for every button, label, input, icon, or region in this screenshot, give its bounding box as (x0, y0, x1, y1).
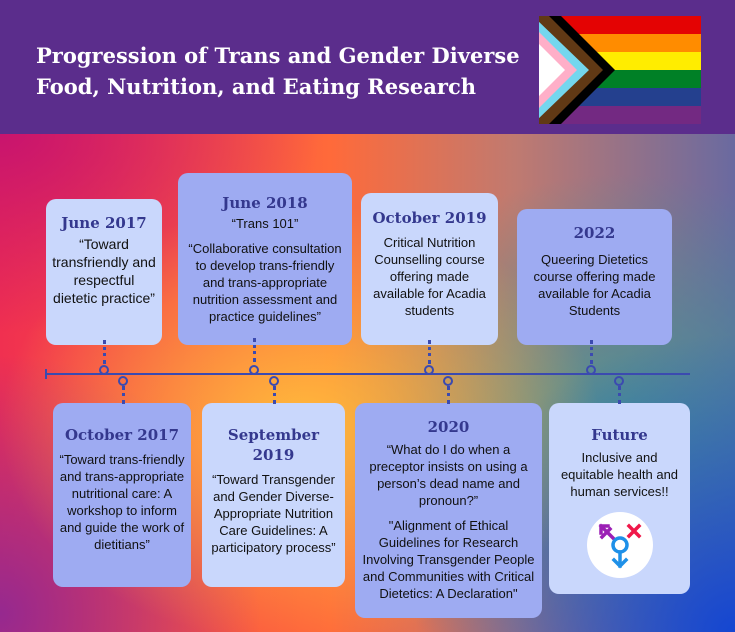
event-text: Queering Dietetics course offering made … (533, 252, 656, 318)
header: Progression of Trans and Gender Diverse … (0, 0, 735, 134)
event-september-2019: September 2019 “Toward Transgender and G… (202, 403, 345, 587)
event-date: October 2019 (372, 209, 487, 227)
event-text: “Trans 101” (231, 216, 299, 231)
timeline-marker (249, 365, 259, 375)
event-text: Critical Nutrition Counselling course of… (373, 235, 486, 318)
timeline-marker (99, 365, 109, 375)
event-date: 2022 (573, 224, 616, 242)
timeline-marker (586, 365, 596, 375)
connector (428, 340, 431, 364)
event-text: “Toward transfriendly and respectful die… (52, 236, 156, 306)
event-text: “Toward Transgender and Gender Diverse-A… (211, 472, 336, 555)
event-date: September 2019 (227, 426, 320, 464)
event-june-2018: June 2018 “Trans 101” “Collaborative con… (178, 173, 352, 345)
event-date: 2020 (427, 418, 470, 436)
event-date: June 2018 (222, 194, 308, 212)
event-text: Inclusive and equitable health and human… (560, 450, 679, 499)
connector (253, 338, 256, 362)
event-text: “What do I do when a preceptor insists o… (369, 442, 528, 508)
event-text: “Collaborative consultation to develop t… (188, 241, 342, 324)
progress-pride-flag-icon (539, 16, 701, 124)
event-date: October 2017 (64, 426, 180, 444)
event-2020: 2020 “What do I do when a preceptor insi… (355, 403, 542, 618)
event-2022: 2022 Queering Dietetics course offering … (517, 209, 672, 345)
event-date: Future (591, 426, 648, 444)
timeline-marker (614, 376, 624, 386)
event-october-2019: October 2019 Critical Nutrition Counsell… (361, 193, 498, 345)
connector (122, 386, 125, 404)
timeline-marker (118, 376, 128, 386)
event-future: Future Inclusive and equitable health an… (549, 403, 690, 594)
timeline-marker (269, 376, 279, 386)
event-october-2017: October 2017 “Toward trans-friendly and … (53, 403, 191, 587)
event-june-2017: June 2017 “Toward transfriendly and resp… (46, 199, 162, 345)
timeline-marker (443, 376, 453, 386)
connector (590, 340, 593, 364)
connector (103, 340, 106, 364)
transgender-symbol-icon (586, 512, 653, 578)
timeline-line (45, 369, 690, 379)
connector (273, 386, 276, 404)
page-title: Progression of Trans and Gender Diverse … (36, 43, 520, 99)
event-date: June 2017 (61, 214, 147, 232)
connector (618, 386, 621, 404)
event-text: "Alignment of Ethical Guidelines for Res… (362, 518, 535, 601)
event-text: “Toward trans-friendly and trans-appropr… (59, 452, 185, 552)
timeline-marker (424, 365, 434, 375)
connector (447, 386, 450, 404)
